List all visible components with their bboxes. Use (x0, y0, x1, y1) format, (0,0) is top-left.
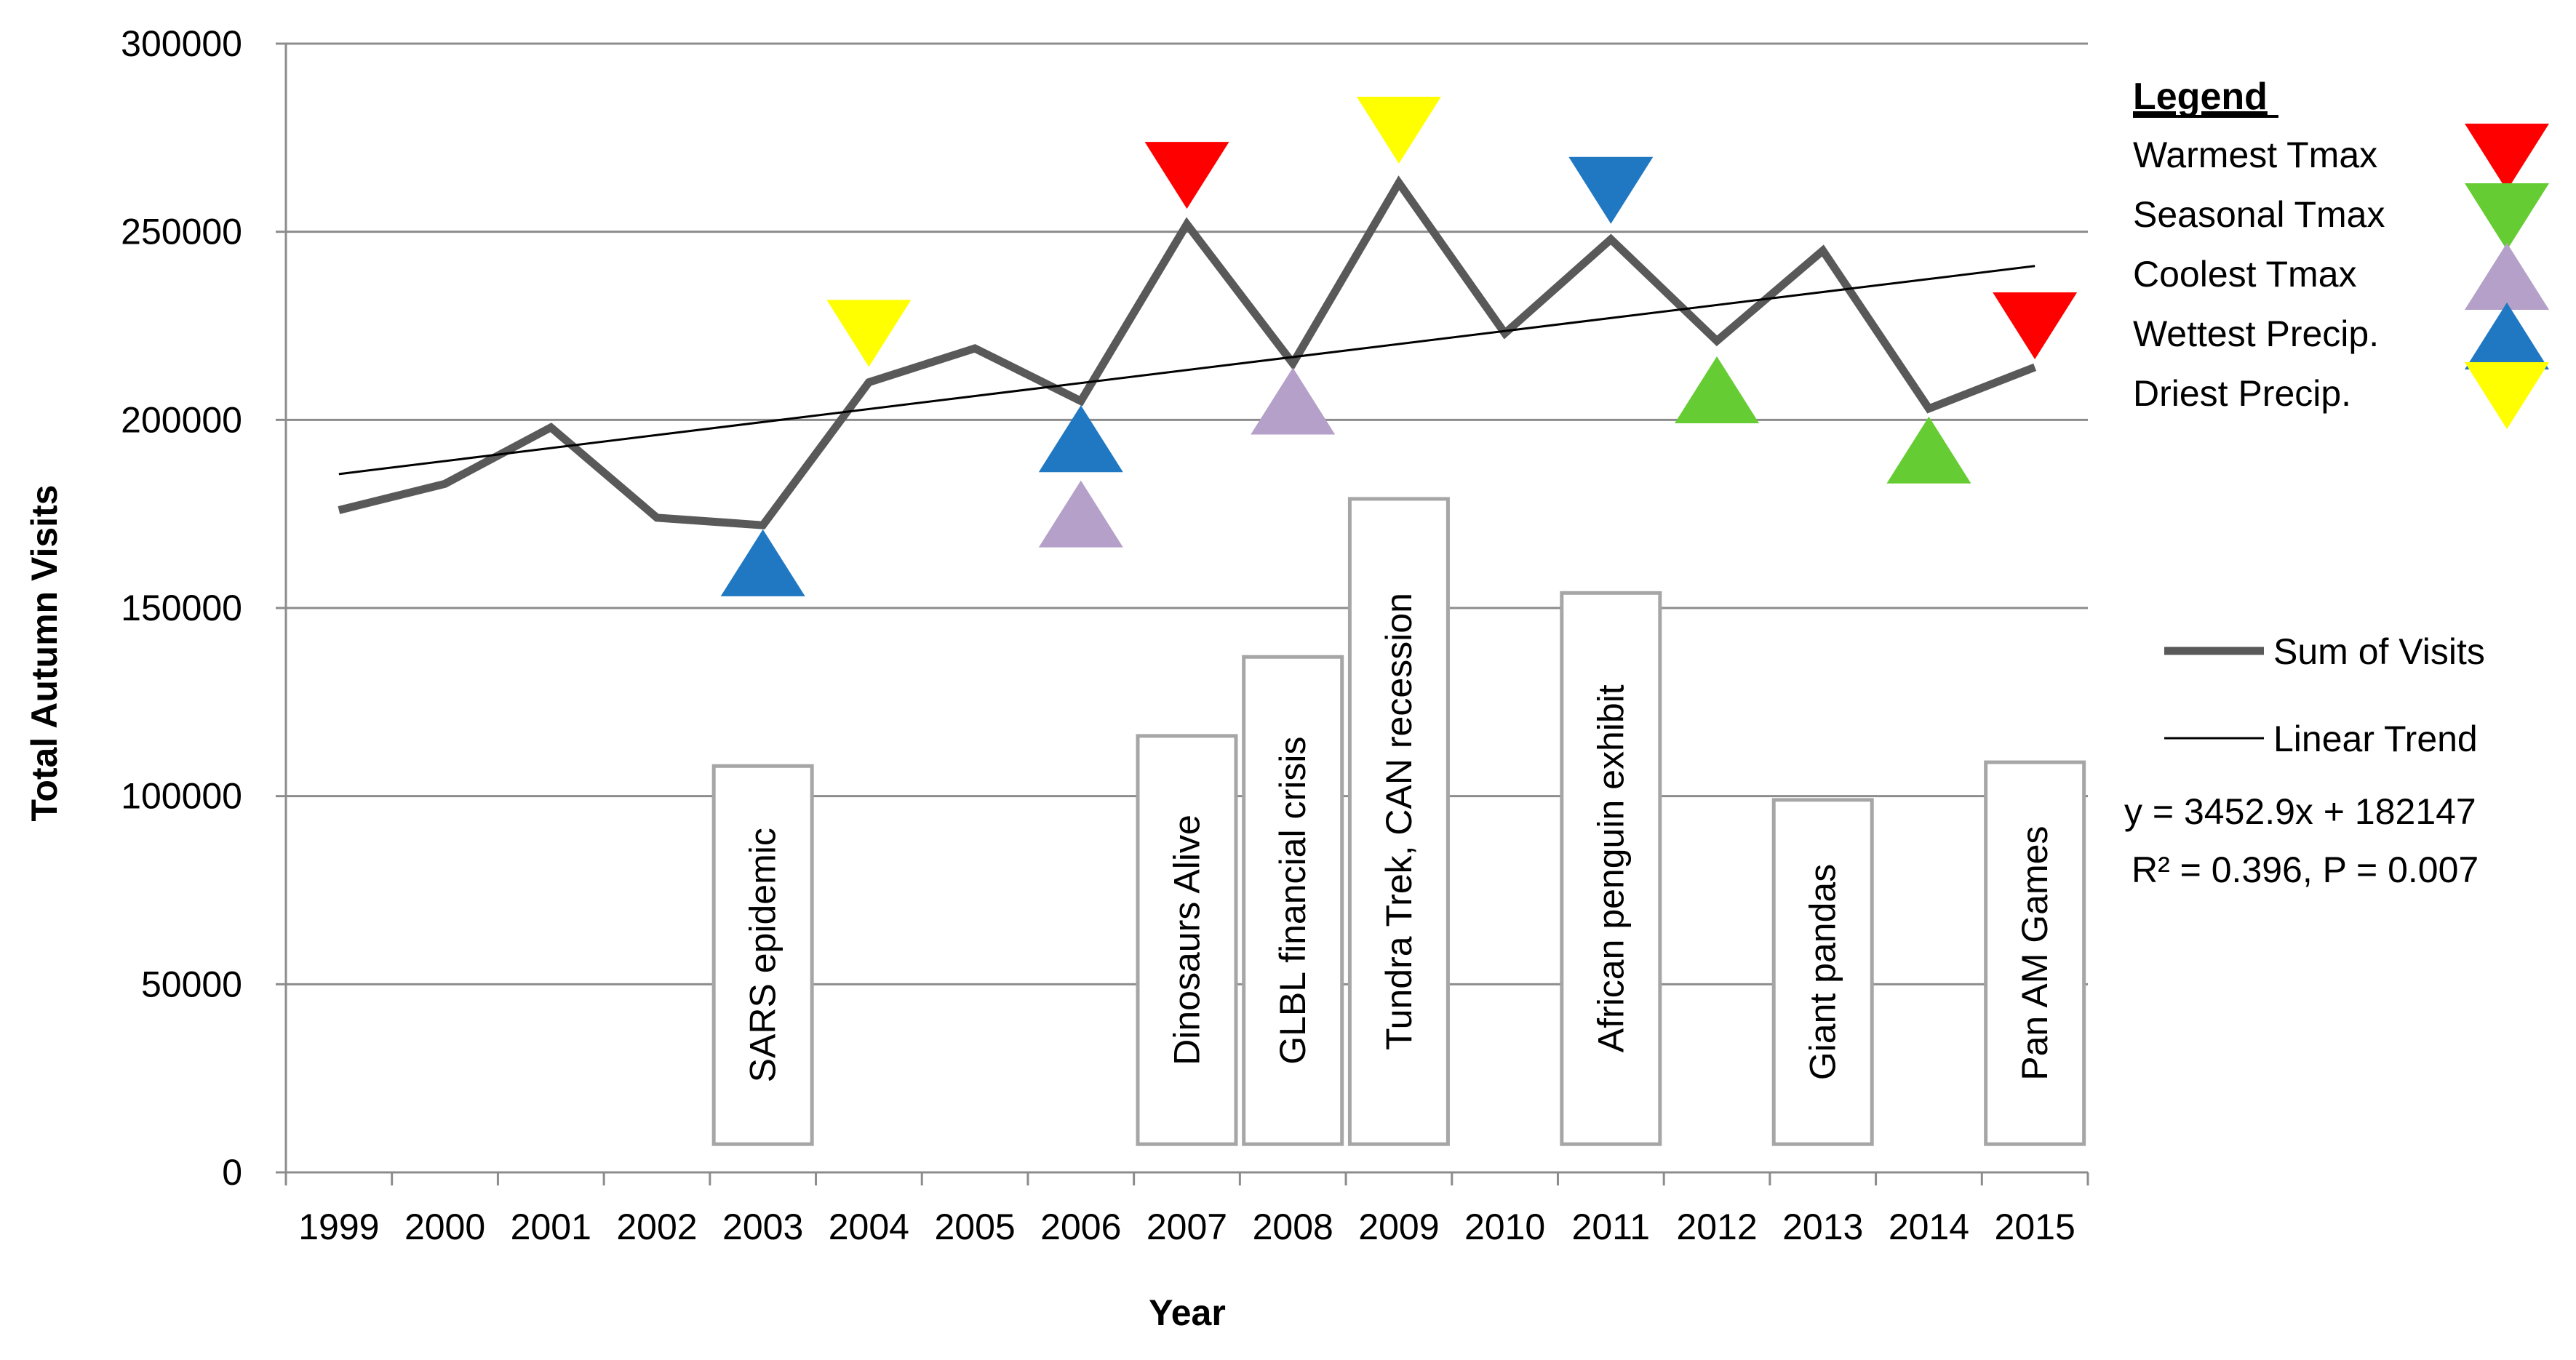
x-tick-label: 2001 (511, 1207, 591, 1247)
series-lines (338, 175, 2037, 529)
event-box (1347, 497, 1450, 1146)
marker-warmest-tmax (1993, 292, 2078, 359)
event-label: African penguin exhibit (1590, 684, 1631, 1052)
x-tick-label: 2014 (1889, 1207, 1969, 1247)
x-tick-label: 2008 (1253, 1207, 1333, 1247)
legend-item-label: Driest Precip. (2133, 373, 2351, 414)
event-box (1560, 591, 1662, 1146)
y-tick-label: 150000 (121, 588, 242, 628)
event-box (1771, 798, 1874, 1146)
event-boxes: SARS epidemic Dinosaurs Alive GLBL financi… (711, 497, 2086, 1146)
x-tick-label: 2005 (934, 1207, 1015, 1247)
event-box (1136, 734, 1238, 1146)
x-tick-label: 2002 (616, 1207, 697, 1247)
legend-item-label: Coolest Tmax (2133, 254, 2357, 295)
legend-item-marker (2465, 124, 2549, 191)
legend-item-marker (2465, 183, 2549, 250)
legend-item-marker (2465, 243, 2549, 310)
y-tick-label: 50000 (141, 964, 242, 1004)
x-tick-label: 2010 (1464, 1207, 1545, 1247)
event-label: Giant pandas (1803, 864, 1843, 1080)
axes: 0 50000 100000 150000 200000 250000 300000 1999… (121, 23, 2089, 1247)
marker-seasonal-tmax (1675, 356, 1760, 423)
legend-item-marker (2465, 362, 2549, 429)
marker-wettest-precip (1568, 156, 1654, 224)
x-tick-label: 2003 (722, 1207, 803, 1247)
series-line-linear-trend (338, 265, 2035, 476)
x-tick-label: 1999 (298, 1207, 379, 1247)
event-label: Pan AM Games (2014, 826, 2055, 1081)
event-box (1242, 655, 1344, 1146)
event-label: GLBL financial crisis (1272, 737, 1313, 1065)
x-tick-label: 2000 (404, 1207, 485, 1247)
x-tick-label: 2015 (1995, 1207, 2075, 1247)
series-line-sum-of-visits (338, 175, 2037, 529)
event-box (1984, 760, 2086, 1146)
trend-equation: y = 3452.9x + 182147 (2124, 791, 2476, 832)
legend-title: Legend (2133, 76, 2268, 118)
marker-warmest-tmax (1144, 142, 1229, 209)
x-tick-label: 2011 (1572, 1207, 1651, 1247)
weather-markers (720, 96, 2078, 596)
x-axis-title: Year (1149, 1292, 1226, 1333)
marker-coolest-tmax (1251, 367, 1336, 435)
marker-driest-precip (826, 300, 912, 367)
event-label: Tundra Trek, CAN recession (1379, 593, 1419, 1050)
legend: Legend Warmest Tmax Seasonal Tmax Coolest T… (2124, 76, 2549, 890)
legend-label-linear-trend: Linear Trend (2273, 719, 2478, 759)
event-box (711, 764, 814, 1146)
legend-item-label: Wettest Precip. (2133, 313, 2379, 354)
x-tick-label: 2004 (829, 1207, 909, 1247)
legend-item-marker (2465, 303, 2549, 369)
trend-stats: R² = 0.396, P = 0.007 (2132, 849, 2479, 890)
event-label: SARS epidemic (743, 828, 783, 1082)
y-tick-label: 0 (222, 1152, 242, 1193)
y-axis-title: Total Autumn Visits (24, 485, 65, 822)
marker-seasonal-tmax (1886, 416, 1971, 484)
x-tick-label: 2009 (1358, 1207, 1439, 1247)
y-tick-label: 100000 (121, 776, 242, 817)
legend-item-label: Seasonal Tmax (2133, 194, 2385, 235)
event-label: Dinosaurs Alive (1167, 815, 1208, 1065)
marker-wettest-precip (720, 529, 805, 596)
x-tick-label: 2006 (1040, 1207, 1121, 1247)
legend-label-sum-of-visits: Sum of Visits (2273, 631, 2485, 672)
x-tick-label: 2012 (1676, 1207, 1757, 1247)
legend-item-label: Warmest Tmax (2133, 135, 2377, 175)
y-tick-label: 300000 (121, 23, 242, 64)
y-tick-label: 200000 (121, 399, 242, 440)
y-tick-label: 250000 (121, 212, 242, 252)
x-tick-label: 2013 (1782, 1207, 1863, 1247)
marker-wettest-precip (1038, 405, 1123, 473)
marker-driest-precip (1356, 96, 1441, 164)
x-tick-label: 2007 (1147, 1207, 1227, 1247)
marker-coolest-tmax (1038, 480, 1123, 548)
